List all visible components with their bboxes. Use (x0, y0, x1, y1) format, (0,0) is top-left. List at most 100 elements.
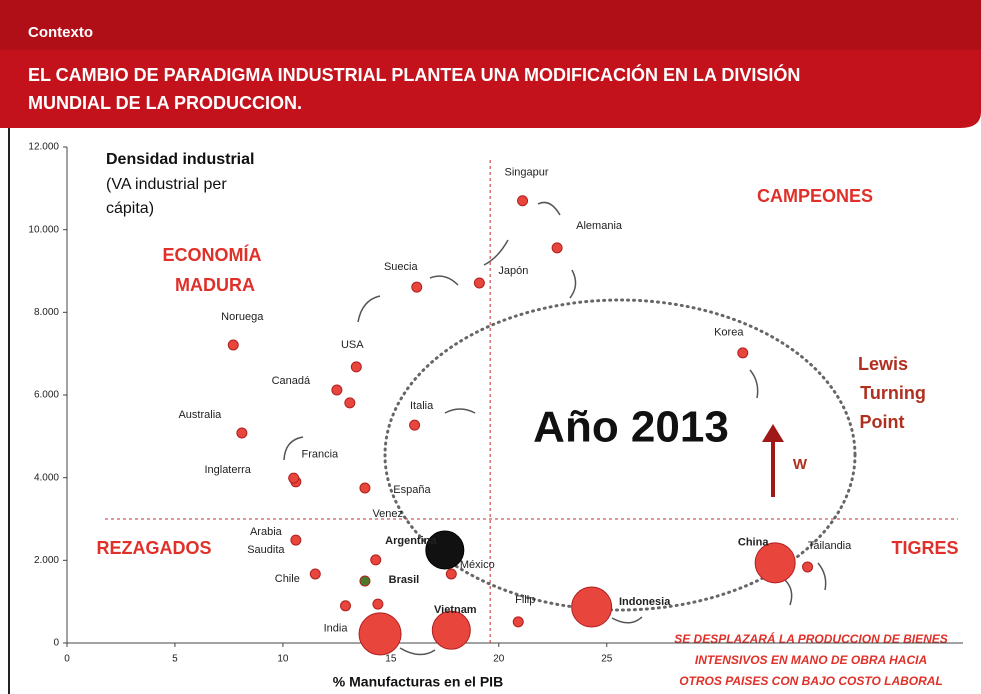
x-tick-label: 20 (493, 654, 505, 665)
point-label: Chile (275, 573, 300, 585)
lewis-label: Lewis (858, 354, 908, 374)
lewis-label: Point (860, 412, 905, 432)
point (370, 554, 382, 566)
flow-arrow (611, 616, 643, 624)
header-strip (0, 0, 981, 50)
point-label: Canadá (272, 375, 311, 387)
flow-arrow (357, 295, 381, 323)
point (473, 277, 485, 289)
x-tick-label: 25 (601, 654, 613, 665)
point (358, 612, 402, 656)
point (517, 195, 529, 207)
point-label: Noruega (221, 311, 264, 323)
point (359, 482, 371, 494)
flow-arrow (429, 275, 459, 286)
point (512, 616, 524, 628)
year-label: Año 2013 (533, 403, 729, 452)
point (236, 427, 248, 439)
point (359, 575, 371, 587)
point-label: España (393, 484, 431, 496)
point-label: México (460, 559, 495, 571)
point (802, 561, 814, 573)
quadrant-label: REZAGADOS (96, 538, 211, 558)
point (425, 530, 465, 570)
point (411, 281, 423, 293)
point (431, 610, 471, 650)
y-tick-label: 0 (53, 638, 59, 649)
point-label: Filip (515, 594, 535, 606)
point-label: Japón (498, 265, 528, 277)
cycle-ellipse (383, 298, 857, 612)
point-label: China (738, 537, 769, 549)
point-label: Singapur (505, 167, 549, 179)
flow-arrow (817, 562, 827, 591)
point-label: Arabia Saudita (247, 526, 285, 556)
y-tick-label: 12.000 (28, 142, 59, 153)
point (737, 347, 749, 359)
wage-arrowhead (762, 424, 784, 442)
point-label: USA (341, 339, 364, 351)
point (340, 600, 352, 612)
note: INTENSIVOS EN MANO DE OBRA HACIA (695, 653, 927, 667)
wage-label: W (793, 456, 808, 473)
flow-arrow (749, 369, 759, 399)
point-label: Alemania (576, 220, 623, 232)
point (344, 397, 356, 409)
y-title: Densidad industrial (106, 151, 254, 168)
y-tick-label: 10.000 (28, 224, 59, 235)
x-tick-label: 5 (172, 654, 178, 665)
point (372, 598, 384, 610)
point (571, 586, 613, 628)
point-label: Tailandia (808, 540, 852, 552)
point-label: Vietnam (434, 604, 477, 616)
y-title: cápita) (106, 200, 154, 217)
x-tick-label: 10 (277, 654, 289, 665)
point (551, 242, 563, 254)
point (288, 472, 300, 484)
x-tick-label: 15 (385, 654, 397, 665)
point-label: Inglaterra (204, 464, 251, 476)
slide-title: EL CAMBIO DE PARADIGMA INDUSTRIAL PLANTE… (28, 64, 800, 85)
y-tick-label: 8.000 (34, 307, 59, 318)
note: SE DESPLAZARÁ LA PRODUCCION DE BIENES (674, 631, 948, 646)
point (754, 542, 796, 584)
point (309, 568, 321, 580)
quadrant-label: MADURA (175, 275, 255, 295)
note: OTROS PAISES CON BAJO COSTO LABORAL (679, 674, 943, 688)
point (227, 339, 239, 351)
x-tick-label: 0 (64, 654, 70, 665)
y-title: (VA industrial per (106, 176, 227, 193)
point (445, 568, 457, 580)
point-label: Australia (178, 409, 222, 421)
flow-arrow (569, 269, 577, 299)
point-label: Indonesia (619, 596, 671, 608)
point (409, 419, 421, 431)
flow-arrow (784, 579, 793, 606)
x-title: % Manufacturas en el PIB (333, 674, 503, 690)
quadrant-label: TIGRES (891, 538, 958, 558)
point-label: Korea (714, 327, 744, 339)
flow-arrow (537, 201, 561, 216)
flow-arrow (399, 647, 436, 656)
quadrant-label: CAMPEONES (757, 186, 873, 206)
point (331, 384, 343, 396)
point (290, 534, 302, 546)
point-label: Suecia (384, 261, 419, 273)
point-label: Argentina (385, 535, 437, 547)
flow-arrow (483, 239, 509, 266)
y-tick-label: 6.000 (34, 390, 59, 401)
slide-title: MUNDIAL DE LA PRODUCCION. (28, 93, 302, 113)
y-tick-label: 2.000 (34, 555, 59, 566)
y-tick-label: 4.000 (34, 472, 59, 483)
point (350, 361, 362, 373)
plot: 0 2.000 4.000 6.000 8.000 10.000 12.000 0 5 10 15 2… (28, 142, 963, 665)
flow-arrows (283, 201, 827, 656)
lewis-label: Turning (860, 383, 926, 403)
flow-arrow (283, 436, 304, 461)
point-label: India (324, 623, 349, 635)
point-label: Venez (372, 508, 403, 520)
section-label: Contexto (28, 24, 93, 41)
point-label: Italia (410, 400, 434, 412)
point-label: Francia (302, 449, 340, 461)
